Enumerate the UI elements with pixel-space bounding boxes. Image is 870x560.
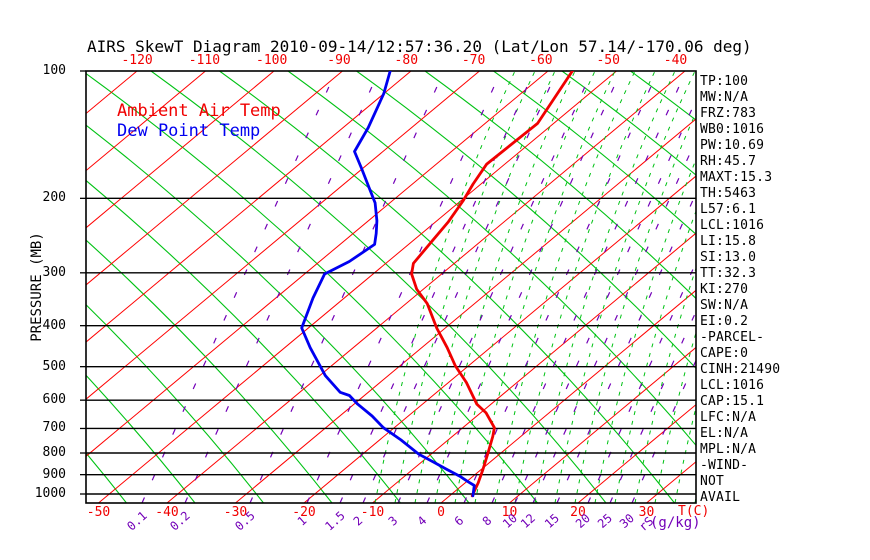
bottom-temp-tick-label: 30 (638, 505, 655, 520)
index-line: CAPE:0 (700, 346, 749, 361)
top-temp-tick-label: -70 (461, 53, 486, 68)
top-temp-tick-label: -80 (394, 53, 419, 68)
index-line: AVAIL (700, 490, 741, 505)
moist-adiabats-group (374, 71, 696, 503)
top-temp-tick-label: -60 (529, 53, 553, 68)
pressure-tick-label: 500 (42, 358, 66, 374)
index-line: MAXT:15.3 (700, 170, 773, 185)
pressure-tick-label: 800 (42, 445, 66, 460)
top-temp-tick-label: -120 (121, 53, 153, 68)
bottom-temp-tick-label: 10 (501, 505, 518, 520)
dry-adiabats-group (86, 71, 696, 503)
pressure-tick-label: 900 (42, 466, 66, 482)
dew-point-curve (300, 71, 476, 498)
bottom-temp-tick-label: -40 (155, 505, 179, 520)
pressure-tick-label: 1000 (34, 486, 66, 501)
pressure-tick-label: 300 (42, 264, 66, 280)
index-line: MPL:N/A (700, 442, 757, 457)
pressure-tick-label: 700 (42, 420, 66, 436)
index-line: SW:N/A (700, 298, 749, 313)
index-line: -WIND- (700, 458, 749, 473)
bottom-temp-tick-label: -30 (223, 505, 248, 520)
index-line: NOT (700, 474, 725, 489)
mixing-unit-label: (g/kg) (650, 515, 701, 531)
pressure-tick-label: 600 (42, 392, 66, 408)
bottom-temp-tick-label: -10 (360, 505, 385, 520)
top-temp-tick-label: -90 (327, 53, 351, 68)
top-temp-tick-label: -50 (596, 53, 620, 68)
bottom-temp-tick-label: 20 (570, 505, 586, 520)
index-line: LI:15.8 (700, 234, 757, 249)
index-line: TT:32.3 (700, 266, 757, 281)
index-line: TH:5463 (700, 186, 757, 201)
chart-title: AIRS SkewT Diagram 2010-09-14/12:57:36.2… (87, 37, 752, 56)
index-line: MW:N/A (700, 90, 749, 105)
top-temp-tick-label: -40 (663, 53, 688, 68)
ambient-temp-curve (410, 71, 574, 498)
bottom-temp-tick-label: -50 (86, 505, 111, 520)
index-line: WB0:1016 (700, 122, 765, 137)
index-line: L57:6.1 (700, 202, 757, 217)
index-line: PW:10.69 (700, 138, 765, 153)
index-line: FRZ:783 (700, 106, 757, 121)
index-line: EI:0.2 (700, 314, 749, 329)
pressure-tick-label: 100 (42, 63, 66, 78)
index-line: KI:270 (700, 282, 749, 297)
index-line: EL:N/A (700, 426, 749, 441)
index-line: LFC:N/A (700, 410, 757, 425)
pressure-tick-label: 400 (42, 317, 66, 333)
sounding-indices-column: TP:100 MW:N/A FRZ:783 WB0:1016 PW:10.69 RH:45… (700, 74, 780, 506)
legend-ambient-air-temp: Ambient Air Temp (117, 101, 281, 121)
index-line: CAP:15.1 (700, 394, 765, 409)
bottom-temp-tick-label: -20 (292, 505, 316, 520)
index-line: LCL:1016 (700, 378, 765, 393)
top-temp-tick-label: -110 (188, 53, 221, 68)
legend-dew-point-temp: Dew Point Temp (117, 121, 261, 141)
mixing-ratio-lines-group (141, 71, 696, 503)
index-line: TP:100 (700, 74, 749, 89)
index-line: -PARCEL- (700, 330, 765, 345)
index-line: LCL:1016 (700, 218, 765, 233)
index-line: RH:45.7 (700, 154, 757, 169)
index-line: SI:13.0 (700, 250, 757, 265)
index-line: CINH:21490 (700, 362, 781, 377)
left-axis-ticks (80, 70, 86, 495)
bottom-temp-tick-label: 0 (437, 505, 445, 520)
pressure-lines-group (86, 197, 696, 495)
pressure-tick-label: 200 (42, 190, 66, 206)
temp-unit-label: T(C) (678, 504, 710, 519)
top-temp-tick-label: -100 (256, 53, 288, 68)
